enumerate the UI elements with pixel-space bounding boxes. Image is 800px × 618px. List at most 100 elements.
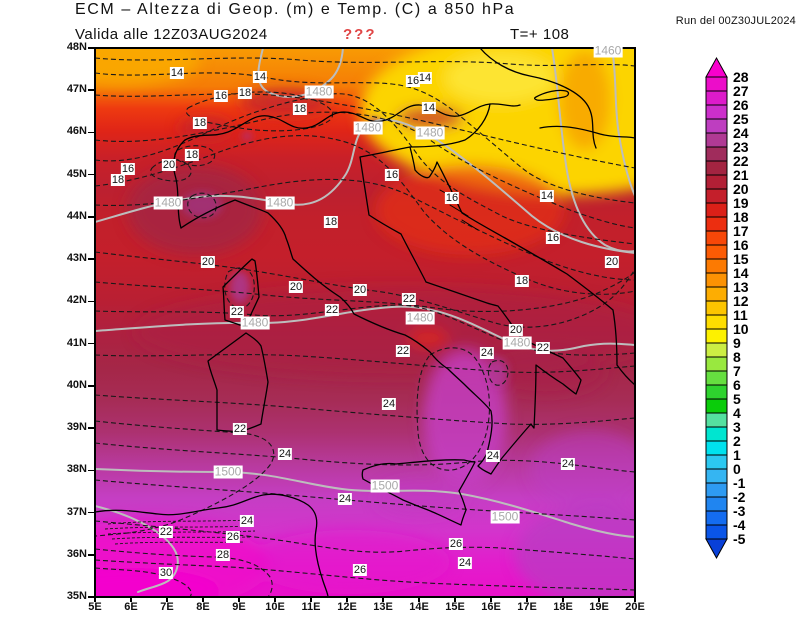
temperature-contour-label: 26 bbox=[226, 531, 240, 543]
lat-tick-label: 36N bbox=[55, 548, 87, 560]
temperature-contour-label: 22 bbox=[396, 345, 410, 357]
lon-tick-mark bbox=[166, 597, 168, 602]
lon-tick-mark bbox=[454, 597, 456, 602]
temperature-contour-label: 24 bbox=[480, 347, 494, 359]
lon-tick-label: 19E bbox=[583, 601, 615, 613]
temperature-contour-label: 22 bbox=[230, 306, 244, 318]
colorbar-cell bbox=[706, 189, 727, 203]
colorbar-arrow-bottom bbox=[706, 539, 727, 558]
colorbar-cell bbox=[706, 91, 727, 105]
temperature-contour-label: 22 bbox=[325, 304, 339, 316]
temperature-contour-label: 14 bbox=[540, 190, 554, 202]
colorbar-cell bbox=[706, 469, 727, 483]
lon-tick-label: 18E bbox=[547, 601, 579, 613]
temperature-contour-label: 20 bbox=[289, 281, 303, 293]
colorbar-cell bbox=[706, 77, 727, 91]
colorbar-cell bbox=[706, 441, 727, 455]
lat-tick-label: 41N bbox=[55, 337, 87, 349]
lon-tick-label: 12E bbox=[331, 601, 363, 613]
geopotential-contour-label: 1480 bbox=[406, 312, 435, 325]
colorbar-cell bbox=[706, 133, 727, 147]
colorbar-cell bbox=[706, 175, 727, 189]
temperature-contour-label: 18 bbox=[515, 275, 529, 287]
lat-tick-mark bbox=[88, 174, 95, 176]
colorbar-cell bbox=[706, 483, 727, 497]
map-canvas: 2827262524232221201918171615141312111098… bbox=[0, 0, 800, 618]
temperature-contour-label: 24 bbox=[338, 493, 352, 505]
lat-tick-mark bbox=[88, 258, 95, 260]
lat-tick-mark bbox=[88, 343, 95, 345]
temperature-contour-label: 22 bbox=[536, 342, 550, 354]
temperature-contour-label: 20 bbox=[162, 159, 176, 171]
lat-tick-mark bbox=[88, 470, 95, 472]
temperature-contour-label: 20 bbox=[201, 256, 215, 268]
temperature-contour-label: 22 bbox=[402, 293, 416, 305]
temperature-contour-label: 30 bbox=[159, 567, 173, 579]
colorbar-cell bbox=[706, 399, 727, 413]
temperature-contour-label: 16 bbox=[546, 232, 560, 244]
temperature-contour-label: 18 bbox=[324, 216, 338, 228]
colorbar-arrow-top bbox=[706, 58, 727, 77]
lon-tick-mark bbox=[346, 597, 348, 602]
temperature-contour-label: 24 bbox=[382, 398, 396, 410]
temperature-contour-label: 20 bbox=[605, 256, 619, 268]
colorbar-cell bbox=[706, 161, 727, 175]
temperature-contour-label: 26 bbox=[449, 538, 463, 550]
lon-tick-mark bbox=[202, 597, 204, 602]
colorbar-cell bbox=[706, 511, 727, 525]
lon-tick-mark bbox=[94, 597, 96, 602]
lat-tick-mark bbox=[88, 554, 95, 556]
temperature-contour-label: 16 bbox=[214, 90, 228, 102]
geopotential-contour-label: 1480 bbox=[416, 127, 445, 140]
colorbar-cell bbox=[706, 259, 727, 273]
lon-tick-mark bbox=[238, 597, 240, 602]
lon-tick-label: 15E bbox=[439, 601, 471, 613]
colorbar-cell bbox=[706, 301, 727, 315]
lat-tick-label: 37N bbox=[55, 506, 87, 518]
lat-tick-label: 46N bbox=[55, 125, 87, 137]
temperature-contour-label: 24 bbox=[240, 515, 254, 527]
colorbar-cell bbox=[706, 273, 727, 287]
lon-tick-mark bbox=[598, 597, 600, 602]
temperature-contour-label: 16 bbox=[445, 192, 459, 204]
lat-tick-mark bbox=[88, 47, 95, 49]
map-field bbox=[30, 20, 760, 612]
geopotential-contour-label: 1480 bbox=[154, 197, 183, 210]
colorbar-cell bbox=[706, 119, 727, 133]
colorbar-cell bbox=[706, 315, 727, 329]
lon-tick-label: 16E bbox=[475, 601, 507, 613]
colorbar-cell bbox=[706, 413, 727, 427]
geopotential-contour-label: 1480 bbox=[241, 317, 270, 330]
lon-tick-label: 5E bbox=[79, 601, 111, 613]
temperature-contour-label: 18 bbox=[193, 117, 207, 129]
lat-tick-mark bbox=[88, 385, 95, 387]
lon-tick-label: 10E bbox=[259, 601, 291, 613]
lat-tick-mark bbox=[88, 89, 95, 91]
lon-tick-label: 6E bbox=[115, 601, 147, 613]
colorbar-cell bbox=[706, 329, 727, 343]
colorbar-cell bbox=[706, 105, 727, 119]
lat-tick-label: 48N bbox=[55, 41, 87, 53]
colorbar-cell bbox=[706, 525, 727, 539]
geopotential-contour-label: 1480 bbox=[503, 337, 532, 350]
temperature-contour-label: 18 bbox=[238, 87, 252, 99]
colorbar-cell bbox=[706, 343, 727, 357]
lon-tick-label: 14E bbox=[403, 601, 435, 613]
colorbar-cell bbox=[706, 371, 727, 385]
geopotential-contour-label: 1500 bbox=[214, 466, 243, 479]
temperature-contour-label: 14 bbox=[253, 71, 267, 83]
lon-tick-label: 17E bbox=[511, 601, 543, 613]
temperature-contour-label: 18 bbox=[185, 149, 199, 161]
lon-tick-label: 13E bbox=[367, 601, 399, 613]
colorbar-cell bbox=[706, 385, 727, 399]
lat-tick-label: 47N bbox=[55, 83, 87, 95]
geopotential-contour-label: 1480 bbox=[266, 197, 295, 210]
lat-tick-label: 42N bbox=[55, 294, 87, 306]
colorbar-cell bbox=[706, 287, 727, 301]
geopotential-contour-label: 1500 bbox=[491, 511, 520, 524]
geopotential-contour-label: 1460 bbox=[594, 45, 623, 58]
lon-tick-mark bbox=[634, 597, 636, 602]
lat-tick-mark bbox=[88, 132, 95, 134]
lon-tick-mark bbox=[382, 597, 384, 602]
colorbar-cell bbox=[706, 203, 727, 217]
